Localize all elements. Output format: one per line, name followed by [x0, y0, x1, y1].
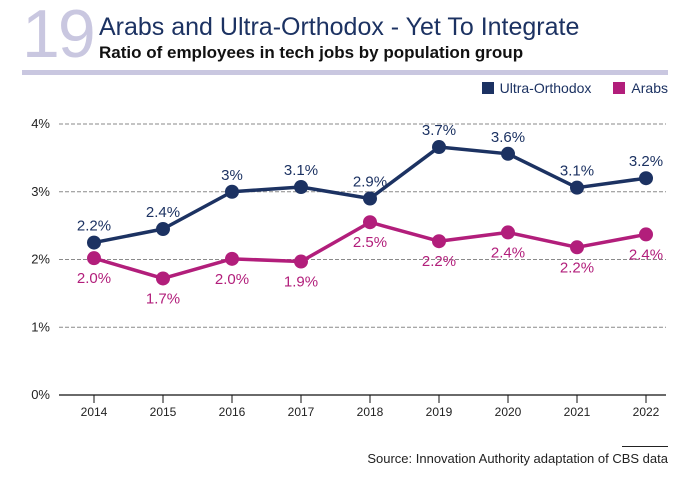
- data-label-arabs-2016: 2.0%: [215, 271, 249, 288]
- data-label-ultra-orthodox-2015: 2.4%: [146, 204, 180, 221]
- data-point-arabs-2014: [87, 251, 101, 266]
- data-label-ultra-orthodox-2016: 3%: [221, 167, 243, 184]
- data-point-ultra-orthodox-2021: [570, 180, 584, 195]
- chart-title: Arabs and Ultra-Orthodox - Yet To Integr…: [99, 13, 580, 41]
- legend-swatch-arabs: [613, 82, 626, 94]
- data-point-ultra-orthodox-2018: [363, 191, 377, 206]
- data-point-arabs-2016: [225, 251, 239, 266]
- y-tick-label: 3%: [31, 184, 50, 199]
- data-label-arabs-2015: 1.7%: [146, 290, 180, 307]
- data-label-ultra-orthodox-2022: 3.2%: [629, 153, 663, 170]
- data-label-arabs-2020: 2.4%: [491, 244, 525, 261]
- legend-label-arabs: Arabs: [631, 80, 668, 96]
- data-point-ultra-orthodox-2014: [87, 235, 101, 250]
- data-point-arabs-2022: [639, 227, 653, 242]
- y-tick-label: 1%: [31, 319, 50, 334]
- data-label-ultra-orthodox-2014: 2.2%: [77, 218, 111, 235]
- data-label-arabs-2017: 1.9%: [284, 274, 318, 291]
- chapter-number: 19: [22, 0, 96, 72]
- source-divider: [622, 446, 668, 447]
- data-label-ultra-orthodox-2020: 3.6%: [491, 129, 525, 146]
- source-note: Source: Innovation Authority adaptation …: [367, 451, 668, 466]
- data-label-ultra-orthodox-2021: 3.1%: [560, 163, 594, 180]
- data-label-arabs-2022: 2.4%: [629, 246, 663, 263]
- data-point-arabs-2015: [156, 271, 170, 286]
- x-tick-label: 2017: [288, 405, 315, 419]
- data-point-ultra-orthodox-2017: [294, 180, 308, 195]
- y-tick-label: 2%: [31, 252, 50, 267]
- header-divider: [22, 70, 668, 75]
- legend-item-arabs: Arabs: [613, 80, 668, 96]
- x-tick-label: 2021: [564, 405, 591, 419]
- x-tick-label: 2022: [633, 405, 660, 419]
- data-point-arabs-2018: [363, 215, 377, 230]
- x-tick-label: 2020: [495, 405, 522, 419]
- legend: Ultra-Orthodox Arabs: [460, 80, 668, 96]
- legend-label-ultra-orthodox: Ultra-Orthodox: [499, 80, 592, 96]
- chart-subtitle: Ratio of employees in tech jobs by popul…: [99, 43, 524, 62]
- data-point-ultra-orthodox-2020: [501, 146, 515, 161]
- y-tick-label: 4%: [31, 116, 50, 131]
- y-tick-label: 0%: [31, 387, 50, 402]
- data-point-arabs-2020: [501, 225, 515, 240]
- data-label-ultra-orthodox-2018: 2.9%: [353, 174, 387, 191]
- data-point-arabs-2019: [432, 234, 446, 249]
- data-point-ultra-orthodox-2015: [156, 222, 170, 237]
- legend-item-ultra-orthodox: Ultra-Orthodox: [481, 80, 592, 96]
- data-label-arabs-2021: 2.2%: [560, 259, 594, 276]
- data-point-ultra-orthodox-2019: [432, 140, 446, 155]
- data-label-arabs-2014: 2.0%: [77, 270, 111, 287]
- x-tick-label: 2015: [150, 405, 177, 419]
- data-label-arabs-2019: 2.2%: [422, 253, 456, 270]
- x-tick-label: 2018: [357, 405, 384, 419]
- x-tick-label: 2014: [81, 405, 108, 419]
- data-point-ultra-orthodox-2016: [225, 184, 239, 199]
- data-point-arabs-2017: [294, 254, 308, 269]
- data-label-ultra-orthodox-2019: 3.7%: [422, 122, 456, 139]
- data-label-arabs-2018: 2.5%: [353, 234, 387, 251]
- x-tick-label: 2016: [219, 405, 246, 419]
- x-tick-label: 2019: [426, 405, 453, 419]
- legend-swatch-ultra-orthodox: [481, 82, 494, 94]
- data-point-arabs-2021: [570, 240, 584, 255]
- data-point-ultra-orthodox-2022: [639, 171, 653, 186]
- data-label-ultra-orthodox-2017: 3.1%: [284, 162, 318, 179]
